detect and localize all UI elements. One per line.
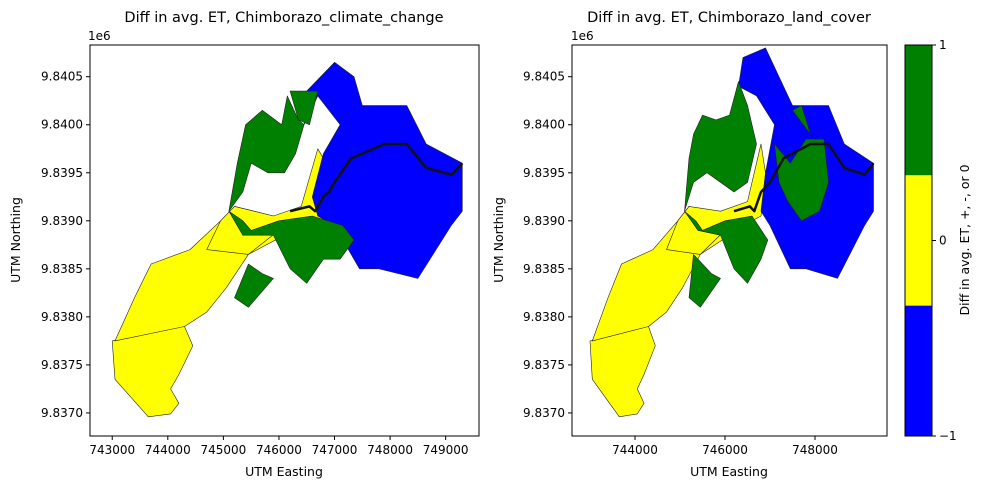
plot-area xyxy=(589,47,875,418)
x-tick-label: 745000 xyxy=(200,443,246,457)
region-positive xyxy=(228,210,355,284)
y-tick-label: 9.8400 xyxy=(523,118,565,132)
x-ticks: 743000 744000 745000 746000 747000 748000 7490… xyxy=(89,436,469,457)
y-tick-label: 9.8390 xyxy=(523,214,565,228)
chart-title: Diff in avg. ET, Chimborazo_climate_chan… xyxy=(124,10,443,26)
x-ticks: 744000 746000 748000 xyxy=(612,436,838,457)
colorbar-segment-zero xyxy=(905,175,932,306)
axes-frame xyxy=(571,44,888,437)
region-positive xyxy=(289,90,319,125)
y-tick-label: 9.8395 xyxy=(523,166,565,180)
y-tick-label: 9.8405 xyxy=(41,70,83,84)
x-axis-label: UTM Easting xyxy=(245,464,323,479)
colorbar-tick-label: −1 xyxy=(939,429,957,443)
colorbar-segment-negative xyxy=(905,305,932,436)
y-ticks: 9.8370 9.8375 9.8380 9.8385 9.8390 9.8395 9.84… xyxy=(41,70,90,420)
x-tick-label: 746000 xyxy=(256,443,302,457)
region-zero xyxy=(589,326,656,418)
y-axis-label: UTM Northing xyxy=(8,197,23,283)
y-tick-label: 9.8390 xyxy=(41,214,83,228)
climate-change-panel: Diff in avg. ET, Chimborazo_climate_chan… xyxy=(8,10,480,479)
y-tick-label: 9.8395 xyxy=(41,166,83,180)
colorbar: 1 0 −1 Diff in avg. ET, +, -, or 0 xyxy=(904,38,972,443)
x-tick-label: 748000 xyxy=(792,443,838,457)
axes-frame xyxy=(89,44,480,437)
plot-area xyxy=(111,61,464,418)
colorbar-tick-label: 1 xyxy=(939,38,947,52)
region-positive xyxy=(234,263,274,308)
x-tick-label: 748000 xyxy=(367,443,413,457)
x-axis-label: UTM Easting xyxy=(690,464,768,479)
region-negative xyxy=(303,61,463,279)
y-tick-label: 9.8375 xyxy=(523,358,565,372)
y-tick-label: 9.8370 xyxy=(41,406,83,420)
x-tick-label: 743000 xyxy=(89,443,135,457)
x-tick-label: 749000 xyxy=(423,443,469,457)
colorbar-segment-positive xyxy=(905,45,932,176)
region-positive xyxy=(228,95,305,212)
y-tick-label: 9.8370 xyxy=(523,406,565,420)
x-tick-label: 746000 xyxy=(702,443,748,457)
y-axis-label: UTM Northing xyxy=(491,197,506,283)
y-tick-label: 9.8405 xyxy=(523,70,565,84)
river-line xyxy=(733,142,875,213)
region-positive xyxy=(684,210,769,284)
river-line xyxy=(289,142,464,213)
land-cover-panel: Diff in avg. ET, Chimborazo_land_cover 1… xyxy=(491,10,888,479)
x-tick-label: 747000 xyxy=(312,443,358,457)
y-tick-label: 9.8400 xyxy=(41,118,83,132)
y-offset-label: 1e6 xyxy=(88,29,111,43)
colorbar-tick-label: 0 xyxy=(939,234,947,248)
y-tick-label: 9.8385 xyxy=(523,262,565,276)
chart-title: Diff in avg. ET, Chimborazo_land_cover xyxy=(587,10,871,26)
colorbar-segments xyxy=(905,45,932,436)
y-tick-label: 9.8380 xyxy=(41,310,83,324)
region-zero xyxy=(111,326,194,418)
x-tick-label: 744000 xyxy=(145,443,191,457)
region-positive xyxy=(684,81,757,212)
region-positive xyxy=(792,105,811,135)
x-tick-label: 744000 xyxy=(612,443,658,457)
y-ticks: 9.8370 9.8375 9.8380 9.8385 9.8390 9.8395 9.84… xyxy=(523,70,572,420)
y-tick-label: 9.8380 xyxy=(523,310,565,324)
y-tick-label: 9.8385 xyxy=(41,262,83,276)
y-tick-label: 9.8375 xyxy=(41,358,83,372)
y-offset-label: 1e6 xyxy=(571,29,594,43)
region-positive xyxy=(688,254,721,308)
colorbar-ticks: 1 0 −1 xyxy=(932,38,957,443)
colorbar-label: Diff in avg. ET, +, -, or 0 xyxy=(957,164,972,315)
